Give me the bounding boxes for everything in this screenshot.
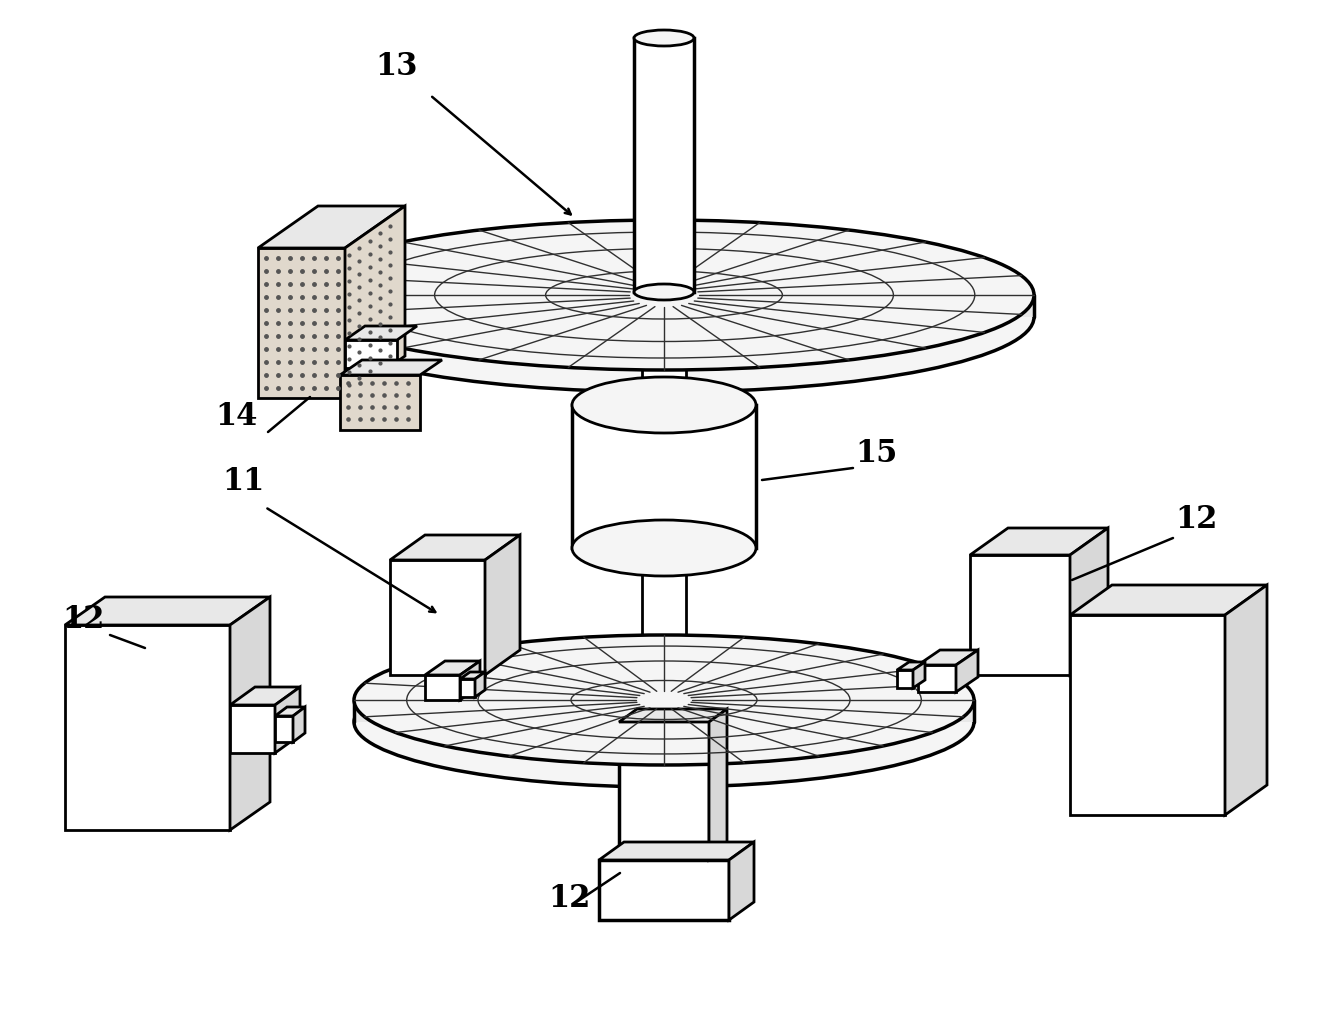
Polygon shape bbox=[619, 847, 726, 860]
Polygon shape bbox=[65, 597, 270, 625]
Polygon shape bbox=[1224, 585, 1267, 815]
Polygon shape bbox=[340, 360, 442, 375]
Polygon shape bbox=[599, 860, 729, 920]
Polygon shape bbox=[896, 662, 926, 670]
Polygon shape bbox=[599, 842, 754, 860]
Polygon shape bbox=[641, 317, 687, 400]
Ellipse shape bbox=[355, 636, 973, 765]
Polygon shape bbox=[345, 340, 397, 368]
Polygon shape bbox=[293, 295, 1035, 317]
Polygon shape bbox=[619, 709, 726, 722]
Ellipse shape bbox=[633, 30, 695, 46]
Polygon shape bbox=[355, 700, 973, 722]
Polygon shape bbox=[1070, 585, 1267, 615]
Text: 12: 12 bbox=[62, 604, 105, 636]
Polygon shape bbox=[65, 625, 230, 830]
Ellipse shape bbox=[293, 242, 1035, 392]
Polygon shape bbox=[641, 548, 687, 685]
Ellipse shape bbox=[633, 284, 695, 300]
Polygon shape bbox=[572, 405, 756, 548]
Polygon shape bbox=[258, 206, 405, 248]
Text: 12: 12 bbox=[1175, 504, 1218, 535]
Polygon shape bbox=[619, 722, 709, 860]
Polygon shape bbox=[729, 842, 754, 920]
Polygon shape bbox=[340, 375, 420, 430]
Polygon shape bbox=[275, 716, 293, 742]
Polygon shape bbox=[230, 597, 270, 830]
Text: 12: 12 bbox=[548, 883, 591, 914]
Polygon shape bbox=[1070, 528, 1108, 675]
Text: 11: 11 bbox=[222, 466, 264, 497]
Polygon shape bbox=[459, 679, 475, 697]
Polygon shape bbox=[969, 555, 1070, 675]
Polygon shape bbox=[896, 670, 914, 688]
Polygon shape bbox=[425, 675, 459, 700]
Polygon shape bbox=[345, 326, 417, 340]
Polygon shape bbox=[275, 707, 305, 716]
Text: 13: 13 bbox=[374, 51, 417, 82]
Polygon shape bbox=[918, 665, 956, 692]
Polygon shape bbox=[709, 709, 726, 860]
Polygon shape bbox=[956, 650, 977, 692]
Polygon shape bbox=[1070, 615, 1224, 815]
Polygon shape bbox=[914, 662, 926, 688]
Polygon shape bbox=[258, 248, 345, 398]
Polygon shape bbox=[425, 661, 479, 675]
Polygon shape bbox=[633, 38, 695, 292]
Polygon shape bbox=[459, 661, 479, 700]
Ellipse shape bbox=[572, 520, 756, 576]
Polygon shape bbox=[485, 535, 521, 675]
Polygon shape bbox=[459, 672, 485, 679]
Ellipse shape bbox=[293, 220, 1035, 370]
Polygon shape bbox=[345, 206, 405, 398]
Polygon shape bbox=[293, 707, 305, 742]
Ellipse shape bbox=[572, 377, 756, 433]
Ellipse shape bbox=[355, 657, 973, 787]
Polygon shape bbox=[918, 650, 977, 665]
Text: 14: 14 bbox=[215, 401, 258, 432]
Polygon shape bbox=[390, 560, 485, 675]
Polygon shape bbox=[390, 535, 521, 560]
Text: 15: 15 bbox=[855, 438, 898, 469]
Polygon shape bbox=[230, 687, 300, 705]
Polygon shape bbox=[475, 672, 485, 697]
Polygon shape bbox=[275, 687, 300, 753]
Polygon shape bbox=[969, 528, 1108, 555]
Polygon shape bbox=[230, 705, 275, 753]
